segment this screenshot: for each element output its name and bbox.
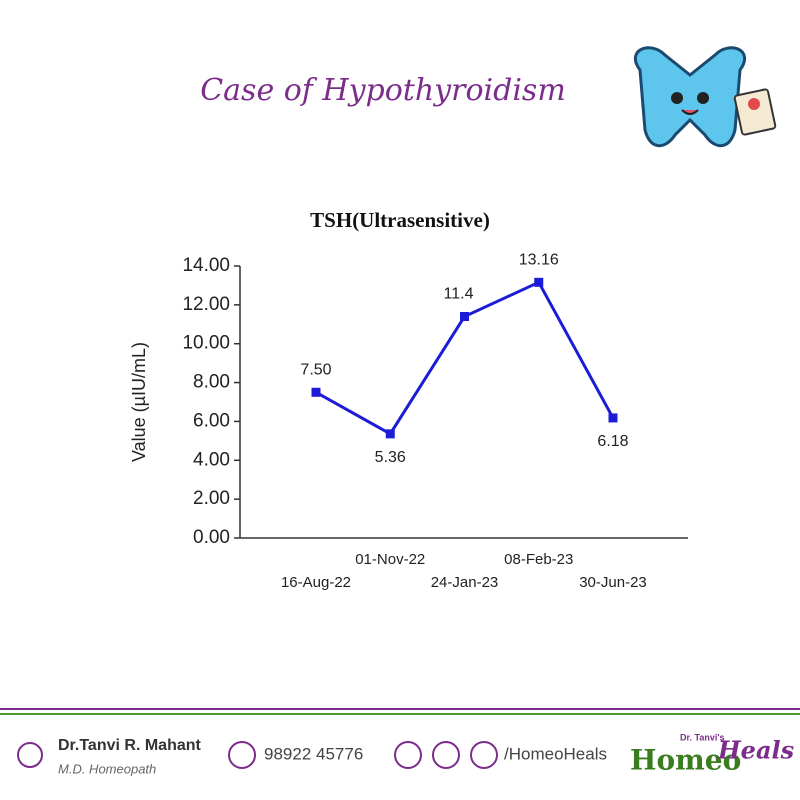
value-label: 13.16 [519,252,559,269]
value-label: 11.4 [444,286,474,303]
youtube-icon[interactable] [470,741,498,769]
x-tick-label: 16-Aug-22 [281,574,351,591]
x-tick-label: 08-Feb-23 [504,551,573,568]
value-label: 6.18 [597,433,628,450]
brand-second: Heals [717,736,795,765]
point [311,387,321,397]
facebook-icon[interactable] [394,741,422,769]
y-tick-label: 6.00 [193,410,230,431]
point [460,312,469,322]
mascot [633,46,777,148]
instagram-icon[interactable] [432,741,460,769]
brand-prefix: Dr. Tanvi's [680,732,725,742]
y-axis-label: Value (µIU/mL) [129,342,149,462]
person-icon [17,742,43,768]
y-tick-label: 12.00 [182,294,230,315]
doctor-name: Dr.Tanvi R. Mahant [58,737,202,754]
y-tick-label: 0.00 [193,527,230,548]
y-tick-label: 4.00 [193,449,230,470]
point [534,277,544,287]
phone: 98922 45776 [264,744,363,763]
credential: M.D. Homeopath [58,761,156,776]
chart-title: TSH(Ultrasensitive) [310,208,490,232]
point [385,429,395,439]
x-tick-label: 24-Jan-23 [431,574,499,591]
y-tick-label: 8.00 [193,372,230,393]
value-label: 5.36 [375,449,406,466]
social-handle: /HomeoHeals [504,744,607,763]
x-tick-label: 01-Nov-22 [355,551,425,568]
y-tick-label: 14.00 [182,255,230,276]
x-tick-label: 30-Jun-23 [579,574,647,591]
page-title: Case of Hypothyroidism [200,73,566,108]
point [608,413,618,423]
brand-first: Homeo [630,744,741,777]
y-tick-label: 10.00 [182,333,230,354]
plot: 0.00 2.00 4.00 6.00 8.00 10.00 12.00 14.00 16-Au… [182,252,646,591]
value-label: 7.50 [300,362,331,379]
phone-icon[interactable] [228,741,256,769]
y-tick-label: 2.00 [193,488,230,509]
